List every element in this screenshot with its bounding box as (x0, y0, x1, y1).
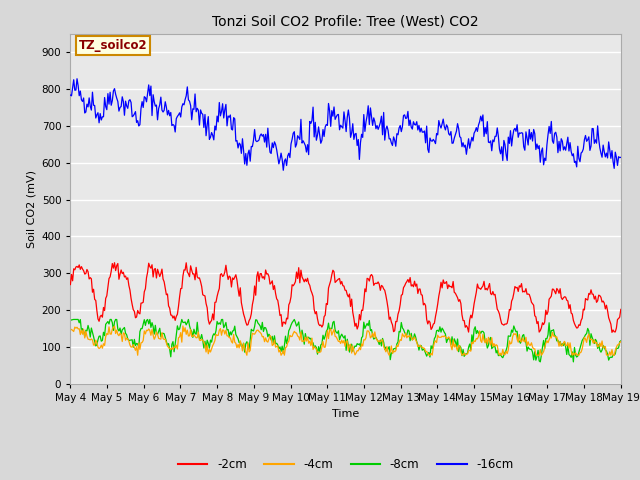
Y-axis label: Soil CO2 (mV): Soil CO2 (mV) (26, 170, 36, 248)
Text: TZ_soilco2: TZ_soilco2 (79, 39, 147, 52)
Title: Tonzi Soil CO2 Profile: Tree (West) CO2: Tonzi Soil CO2 Profile: Tree (West) CO2 (212, 14, 479, 28)
X-axis label: Time: Time (332, 408, 359, 419)
Legend: -2cm, -4cm, -8cm, -16cm: -2cm, -4cm, -8cm, -16cm (173, 454, 518, 476)
